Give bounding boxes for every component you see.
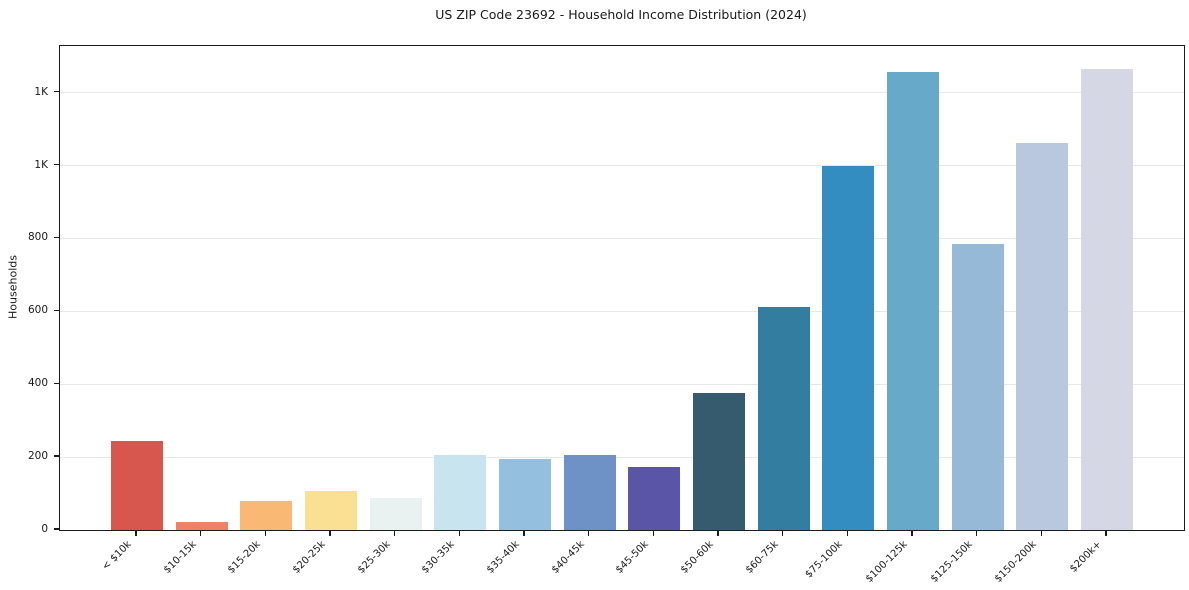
y-axis-tick bbox=[54, 90, 59, 93]
y-axis-tick bbox=[54, 309, 59, 312]
x-tick-label: $75-100k bbox=[803, 539, 846, 581]
x-axis-tick bbox=[652, 530, 655, 536]
x-axis-tick bbox=[135, 530, 137, 536]
x-axis-tick bbox=[458, 530, 461, 536]
y-tick-label: 800 bbox=[27, 231, 48, 244]
y-tick-label: 400 bbox=[27, 377, 48, 390]
bar-60-75k bbox=[757, 306, 810, 530]
bar-15-20k bbox=[240, 501, 293, 530]
bar-35-40k bbox=[499, 459, 551, 530]
gridline-y-1000 bbox=[60, 165, 1184, 167]
y-axis-tick bbox=[54, 163, 59, 166]
y-tick-label: 0 bbox=[41, 523, 48, 535]
x-tick-label: $30-35k bbox=[420, 539, 458, 576]
y-axis-tick bbox=[54, 382, 59, 384]
bar-100-125k bbox=[887, 71, 939, 530]
x-tick-label: $45-50k bbox=[614, 539, 652, 576]
x-tick-label: $100-125k bbox=[863, 539, 910, 585]
bar-75-100k bbox=[822, 165, 875, 530]
x-tick-label: $20-25k bbox=[290, 539, 328, 576]
x-tick-label: $40-45k bbox=[549, 539, 587, 576]
gridline-y-200 bbox=[60, 456, 1184, 458]
bar-125-150k bbox=[951, 243, 1004, 530]
x-axis-tick bbox=[846, 530, 849, 536]
x-tick-label: $50-60k bbox=[678, 539, 716, 576]
bar-50-60k bbox=[693, 392, 745, 530]
x-tick-label: < $10k bbox=[100, 539, 134, 573]
x-tick-label: $15-20k bbox=[226, 539, 264, 576]
x-axis-tick bbox=[717, 530, 719, 536]
chart-title: US ZIP Code 23692 - Household Income Dis… bbox=[435, 7, 807, 22]
plot-area bbox=[59, 45, 1185, 531]
x-tick-label: $200k+ bbox=[1067, 539, 1104, 575]
x-tick-label: $35-40k bbox=[484, 539, 522, 576]
x-axis-tick bbox=[1105, 530, 1107, 536]
y-tick-label: 1K bbox=[34, 85, 48, 98]
x-tick-label: $25-30k bbox=[355, 539, 393, 576]
y-axis-tick bbox=[54, 455, 59, 457]
x-tick-label: $150-200k bbox=[993, 539, 1040, 585]
x-axis-tick bbox=[587, 530, 590, 536]
bar-25-30k bbox=[369, 498, 422, 530]
x-axis-tick bbox=[1040, 530, 1043, 536]
gridline-y-800 bbox=[60, 237, 1184, 239]
y-tick-label: 200 bbox=[27, 450, 48, 463]
y-tick-label: 1K bbox=[34, 158, 48, 171]
y-axis-tick bbox=[54, 528, 59, 530]
y-axis-tick bbox=[54, 236, 59, 239]
x-axis-tick bbox=[975, 530, 978, 536]
bar-150-200k bbox=[1016, 142, 1069, 530]
bar-40-45k bbox=[563, 454, 616, 530]
bar-45-50k bbox=[628, 467, 681, 530]
x-axis-tick bbox=[264, 530, 267, 536]
bar-10k bbox=[111, 440, 163, 530]
gridline-y-400 bbox=[60, 383, 1184, 385]
y-tick-label: 600 bbox=[27, 304, 48, 317]
bar-10-15k bbox=[175, 521, 228, 530]
x-axis-tick bbox=[329, 530, 331, 536]
x-axis-tick bbox=[199, 530, 202, 536]
x-axis-tick bbox=[393, 530, 396, 536]
x-axis-tick bbox=[911, 530, 913, 536]
bar-20-25k bbox=[305, 490, 357, 530]
bar-200k+ bbox=[1081, 69, 1133, 530]
x-tick-label: $10-15k bbox=[161, 539, 199, 576]
gridline-y-1200 bbox=[60, 92, 1184, 94]
gridline-y-600 bbox=[60, 310, 1184, 312]
bar-30-35k bbox=[434, 455, 487, 530]
x-tick-label: $60-75k bbox=[743, 539, 781, 576]
x-axis-tick bbox=[781, 530, 784, 536]
x-tick-label: $125-150k bbox=[928, 539, 975, 585]
x-axis-tick bbox=[523, 530, 525, 536]
